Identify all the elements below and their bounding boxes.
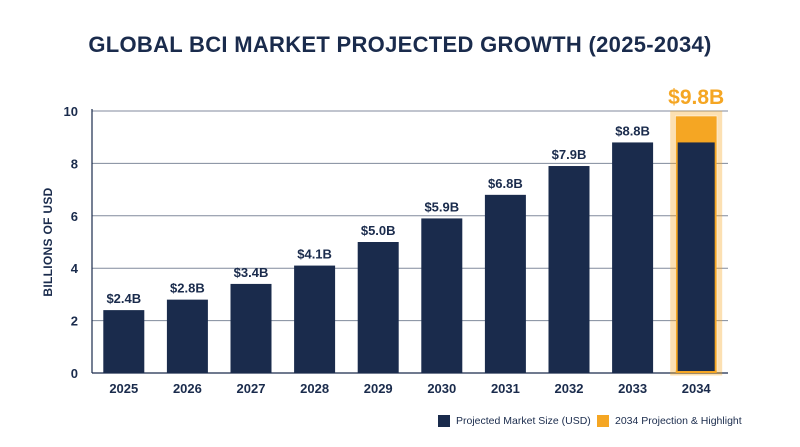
legend-swatch-projected: [438, 415, 450, 427]
x-tick-label: 2029: [364, 381, 393, 396]
data-label: $2.8B: [170, 281, 205, 296]
x-tick-label: 2033: [618, 381, 647, 396]
y-tick-label: 10: [64, 104, 78, 119]
bar: [357, 242, 399, 373]
x-tick-label: 2026: [173, 381, 202, 396]
y-tick-label: 2: [71, 314, 78, 329]
chart-title: GLOBAL BCI MARKET PROJECTED GROWTH (2025…: [88, 32, 712, 57]
bar: [677, 142, 715, 371]
bar: [484, 194, 526, 373]
x-tick-label: 2027: [237, 381, 266, 396]
x-tick-label: 2028: [300, 381, 329, 396]
bar: [166, 299, 208, 373]
y-axis-label: BILLIONS OF USD: [41, 187, 55, 296]
data-label: $2.4B: [106, 291, 141, 306]
bar: [294, 265, 336, 373]
x-tick-label: 2034: [682, 381, 712, 396]
bar: [548, 166, 590, 373]
legend-item-highlight: 2034 Projection & Highlight: [597, 413, 742, 429]
y-tick-label: 6: [71, 209, 78, 224]
data-label: $5.9B: [424, 199, 459, 214]
legend-item-projected: Projected Market Size (USD): [438, 413, 591, 429]
data-label: $5.0B: [361, 223, 396, 238]
legend-swatch-highlight: [597, 415, 609, 427]
data-label: $7.9B: [552, 147, 587, 162]
bar: [421, 218, 463, 373]
data-label: $3.4B: [234, 265, 269, 280]
x-tick-label: 2032: [555, 381, 584, 396]
legend-label-projected: Projected Market Size (USD): [456, 415, 591, 427]
y-tick-label: 4: [71, 261, 79, 276]
bar: [612, 142, 654, 373]
data-label: $8.8B: [615, 123, 650, 138]
legend-label-highlight: 2034 Projection & Highlight: [615, 415, 742, 427]
y-tick-label: 0: [71, 366, 78, 381]
x-tick-label: 2030: [427, 381, 456, 396]
bar: [230, 283, 272, 373]
x-tick-label: 2031: [491, 381, 520, 396]
bar: [103, 310, 145, 373]
data-label: $9.8B: [668, 86, 724, 109]
data-label: $4.1B: [297, 247, 332, 262]
y-tick-label: 8: [71, 156, 78, 171]
x-tick-label: 2025: [109, 381, 138, 396]
data-label: $6.8B: [488, 176, 523, 191]
